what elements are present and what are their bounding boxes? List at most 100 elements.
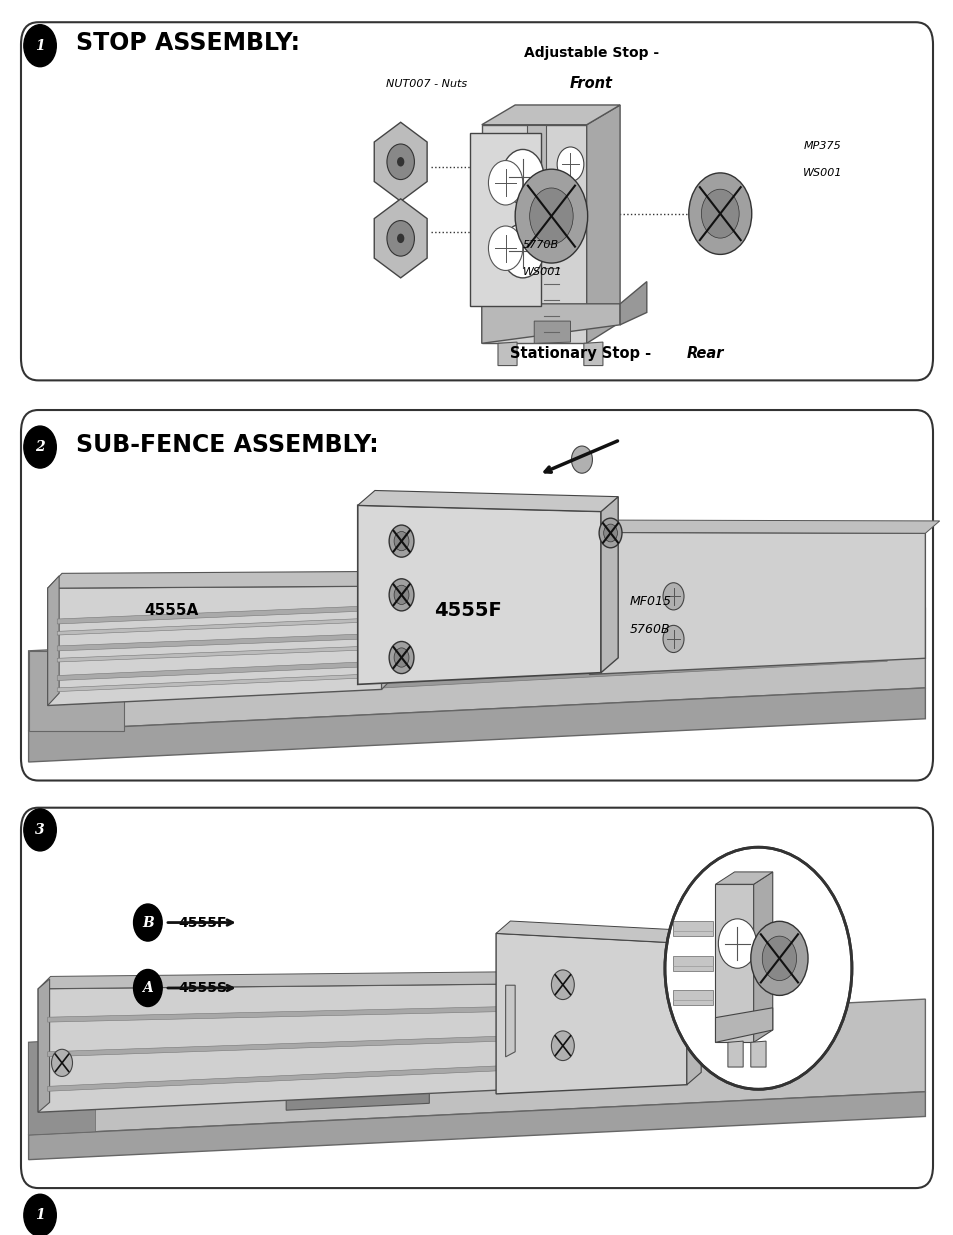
Polygon shape	[672, 990, 712, 1005]
Circle shape	[557, 147, 583, 182]
Polygon shape	[286, 1083, 429, 1110]
Polygon shape	[526, 125, 545, 183]
Polygon shape	[750, 1041, 765, 1067]
Circle shape	[389, 579, 414, 611]
Circle shape	[24, 426, 56, 468]
Polygon shape	[334, 622, 467, 684]
Polygon shape	[374, 199, 427, 278]
Circle shape	[662, 625, 683, 652]
Polygon shape	[57, 674, 372, 692]
Polygon shape	[48, 1065, 515, 1092]
Polygon shape	[357, 505, 600, 684]
Circle shape	[761, 936, 796, 981]
Polygon shape	[715, 872, 772, 884]
Circle shape	[133, 904, 162, 941]
Text: A: A	[142, 981, 153, 995]
Circle shape	[501, 149, 543, 204]
Text: 3: 3	[35, 823, 45, 837]
Polygon shape	[715, 884, 753, 1042]
Polygon shape	[374, 122, 427, 201]
Polygon shape	[57, 606, 372, 624]
Circle shape	[718, 919, 756, 968]
Circle shape	[551, 969, 574, 999]
Circle shape	[750, 921, 807, 995]
Polygon shape	[470, 133, 540, 306]
Text: 4555F: 4555F	[433, 600, 501, 620]
Circle shape	[571, 446, 592, 473]
Polygon shape	[48, 572, 395, 588]
Polygon shape	[497, 342, 517, 366]
Text: MF015: MF015	[629, 595, 671, 608]
Text: 1: 1	[35, 38, 45, 53]
Text: Stationary Stop -: Stationary Stop -	[510, 346, 656, 361]
Circle shape	[394, 648, 409, 667]
Text: WS001: WS001	[522, 267, 561, 277]
Polygon shape	[583, 342, 602, 366]
Circle shape	[501, 224, 543, 278]
Text: Front: Front	[569, 77, 613, 91]
Circle shape	[389, 641, 414, 673]
Circle shape	[598, 519, 621, 548]
FancyBboxPatch shape	[21, 410, 932, 781]
Polygon shape	[29, 1092, 924, 1160]
Polygon shape	[48, 576, 59, 705]
Circle shape	[133, 969, 162, 1007]
Polygon shape	[67, 636, 886, 684]
Circle shape	[51, 1050, 72, 1077]
Polygon shape	[619, 282, 646, 325]
Polygon shape	[48, 1007, 515, 1023]
Polygon shape	[67, 1066, 619, 1103]
Polygon shape	[753, 872, 772, 1042]
Text: 5770B: 5770B	[522, 240, 558, 249]
Circle shape	[394, 585, 409, 604]
Polygon shape	[481, 125, 586, 343]
Circle shape	[603, 524, 617, 542]
Polygon shape	[29, 651, 124, 731]
Polygon shape	[381, 572, 395, 689]
Polygon shape	[727, 1041, 742, 1067]
Polygon shape	[715, 1008, 772, 1042]
Text: NUT007 - Nuts: NUT007 - Nuts	[386, 79, 467, 89]
Circle shape	[488, 226, 522, 270]
Polygon shape	[38, 972, 537, 989]
Polygon shape	[589, 520, 939, 534]
Polygon shape	[589, 532, 924, 674]
Text: Rear: Rear	[686, 346, 723, 361]
Circle shape	[551, 1031, 574, 1061]
Polygon shape	[496, 921, 700, 944]
Polygon shape	[534, 321, 570, 343]
Circle shape	[24, 809, 56, 851]
Text: 5760B: 5760B	[629, 624, 670, 636]
Circle shape	[529, 188, 573, 245]
Polygon shape	[57, 662, 372, 680]
Text: 4555F: 4555F	[178, 915, 227, 930]
Polygon shape	[38, 984, 524, 1113]
Circle shape	[488, 161, 522, 205]
FancyBboxPatch shape	[21, 22, 932, 380]
Text: B: B	[142, 915, 153, 930]
Polygon shape	[48, 587, 381, 705]
Polygon shape	[600, 496, 618, 673]
Circle shape	[387, 221, 414, 256]
Polygon shape	[29, 688, 924, 762]
Polygon shape	[38, 979, 50, 1113]
Circle shape	[700, 189, 739, 238]
Circle shape	[24, 25, 56, 67]
Polygon shape	[481, 304, 619, 343]
Polygon shape	[496, 934, 686, 1094]
Polygon shape	[57, 619, 372, 635]
Polygon shape	[586, 105, 619, 343]
Polygon shape	[67, 657, 886, 704]
Circle shape	[396, 157, 404, 167]
Circle shape	[389, 525, 414, 557]
Text: MP375: MP375	[802, 141, 841, 151]
Text: SUB-FENCE ASSEMBLY:: SUB-FENCE ASSEMBLY:	[76, 432, 378, 457]
Polygon shape	[29, 608, 924, 731]
Polygon shape	[29, 1039, 95, 1135]
Polygon shape	[686, 931, 700, 1084]
Circle shape	[688, 173, 751, 254]
Polygon shape	[505, 986, 515, 1057]
Text: WS001: WS001	[802, 168, 841, 178]
Circle shape	[515, 169, 587, 263]
Text: 2: 2	[35, 440, 45, 454]
